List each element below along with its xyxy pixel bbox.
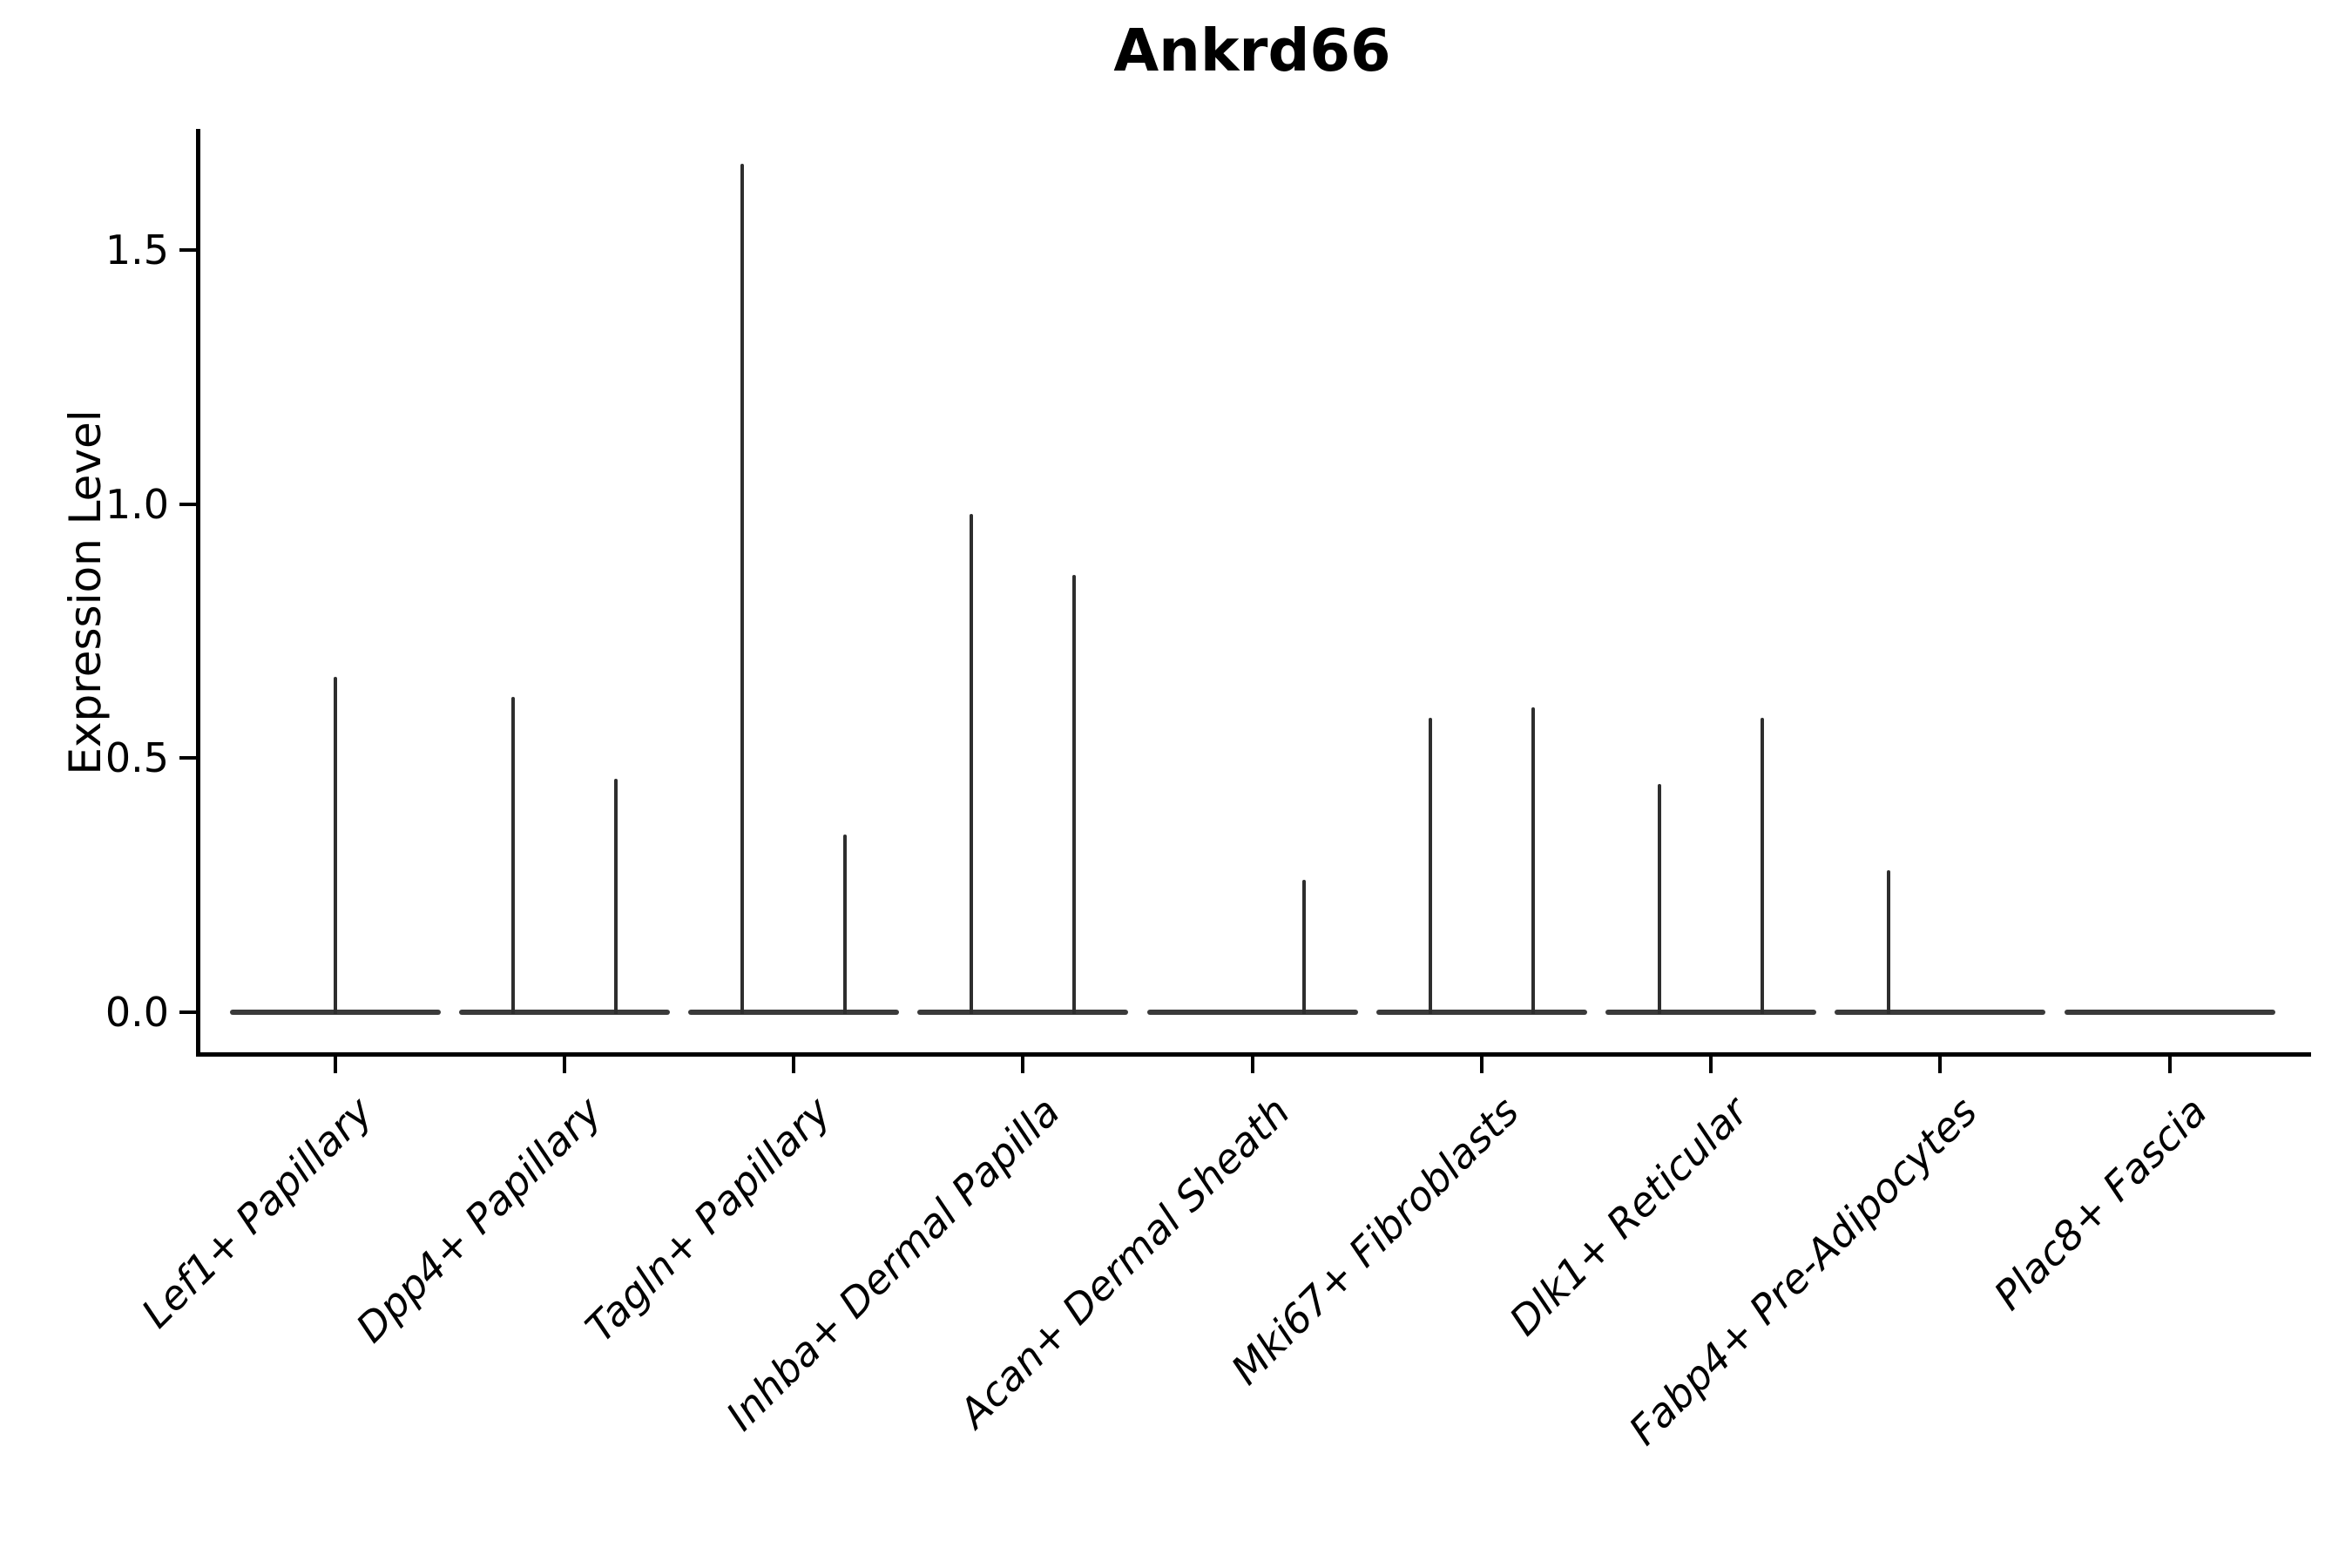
violin-spike <box>1658 783 1661 1014</box>
x-tick-label-5: Acan+ Dermal Sheath <box>949 1087 1299 1437</box>
violin-baseline <box>1146 1010 1358 1015</box>
x-tick-mark <box>1021 1057 1025 1073</box>
violin-spike <box>970 514 974 1014</box>
y-tick-mark <box>179 1010 196 1014</box>
x-tick-label-7: Dlk1+ Reticular <box>1500 1087 1757 1345</box>
violin-spike <box>740 163 744 1014</box>
y-tick-label: 0.0 <box>105 989 169 1036</box>
plot-area <box>196 129 2311 1057</box>
x-tick-label-8: Fabp4+ Pre-Adipocytes <box>1619 1087 1987 1455</box>
x-tick-label-6: Mki67+ Fibroblasts <box>1221 1087 1528 1394</box>
violin-spike <box>1072 575 1077 1014</box>
violin-baseline <box>458 1010 670 1015</box>
violin-baseline <box>688 1010 899 1015</box>
x-tick-mark <box>2167 1057 2172 1073</box>
violin-spike <box>1301 880 1306 1014</box>
x-tick-mark <box>333 1057 337 1073</box>
y-tick-label: 1.0 <box>105 480 169 528</box>
y-tick-label: 0.5 <box>105 734 169 782</box>
violin-spike <box>1887 869 1891 1014</box>
y-tick-mark <box>179 502 196 506</box>
x-tick-label-3: Tagln+ Papillary <box>576 1087 840 1352</box>
x-tick-mark <box>792 1057 795 1073</box>
y-tick-label: 1.5 <box>105 226 169 274</box>
violin-spike <box>333 677 337 1014</box>
x-tick-mark <box>1709 1057 1713 1073</box>
violin-baseline <box>917 1010 1129 1015</box>
violin-spike <box>510 697 515 1014</box>
violin-baseline <box>1605 1010 1816 1015</box>
x-tick-mark <box>562 1057 566 1073</box>
violin-spike <box>1761 717 1764 1014</box>
chart-title: Ankrd66 <box>1113 17 1391 84</box>
x-tick-label-9: Plac8+ Fascia <box>1984 1087 2216 1320</box>
violin-baseline <box>2064 1010 2275 1015</box>
x-tick-label-4: Inhba+ Dermal Papilla <box>717 1087 1070 1440</box>
x-tick-label-2: Dpp4+ Papillary <box>346 1087 611 1352</box>
violin-spike <box>843 834 847 1014</box>
violin-baseline <box>1375 1010 1587 1015</box>
violin-spike <box>1428 717 1432 1014</box>
violin-spike <box>1531 707 1535 1014</box>
x-tick-mark <box>1250 1057 1254 1073</box>
violin-baseline <box>1835 1010 2046 1015</box>
y-tick-mark <box>179 756 196 760</box>
y-tick-mark <box>179 248 196 253</box>
violin-spike <box>613 778 618 1014</box>
x-tick-mark <box>1479 1057 1484 1073</box>
x-tick-mark <box>1938 1057 1943 1073</box>
